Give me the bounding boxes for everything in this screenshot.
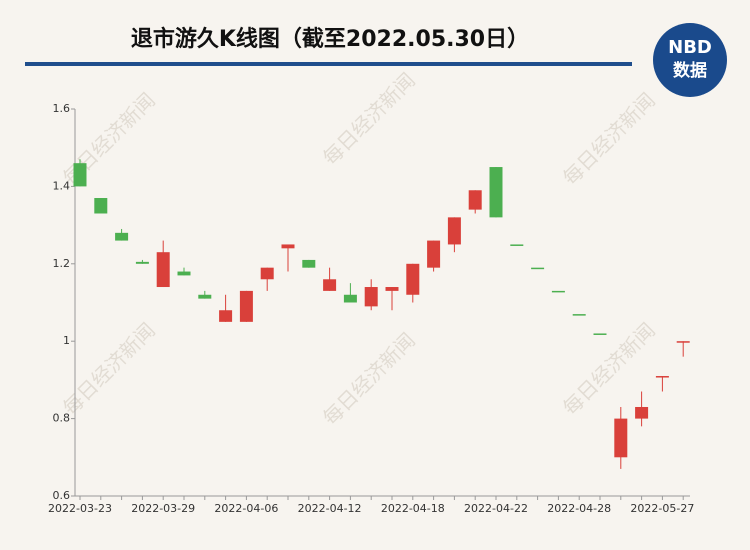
candle-body [323, 279, 337, 291]
candle-body [94, 198, 108, 214]
y-tick-label: 1 [63, 334, 70, 347]
candle-body [447, 217, 461, 245]
candle-body [614, 418, 628, 458]
logo-badge [653, 23, 727, 97]
watermark: 每日经济新闻 [558, 88, 660, 190]
watermark: 每日经济新闻 [58, 88, 160, 190]
candle-body [572, 314, 586, 316]
candle-body [364, 287, 378, 307]
candle-body [260, 267, 274, 280]
x-tick-label: 2022-04-12 [298, 502, 362, 515]
candle-body [239, 290, 253, 322]
candle-body [302, 259, 316, 268]
y-tick-label: 0.6 [53, 489, 71, 502]
candle-body [468, 190, 482, 210]
y-tick-label: 1.6 [53, 102, 71, 115]
candle-body [551, 290, 565, 293]
candle-body [281, 244, 295, 249]
watermark: 每日经济新闻 [318, 68, 420, 170]
candle-body [676, 341, 690, 343]
candle-body [593, 333, 607, 335]
candle-body [73, 163, 87, 187]
candle-body [156, 252, 170, 288]
x-tick-label: 2022-05-27 [630, 502, 694, 515]
y-tick-label: 1.2 [53, 257, 71, 270]
candle-body [219, 310, 233, 322]
x-tick-label: 2022-04-22 [464, 502, 528, 515]
y-tick-label: 0.8 [53, 412, 71, 425]
x-tick-label: 2022-03-23 [48, 502, 112, 515]
chart-title: 退市游久K线图（截至2022.05.30日） [131, 26, 529, 52]
y-tick-label: 1.4 [53, 179, 71, 192]
candle-body [427, 240, 441, 268]
candle-body [489, 167, 503, 218]
candle-body [510, 244, 524, 246]
candle-body [635, 406, 649, 419]
candle-body [177, 271, 191, 276]
watermarks: 每日经济新闻 每日经济新闻 每日经济新闻 每日经济新闻 每日经济新闻 每日经济新… [58, 68, 660, 430]
x-tick-label: 2022-03-29 [131, 502, 195, 515]
candle-body [198, 294, 212, 299]
candle-body [406, 263, 420, 295]
candle-body [115, 232, 129, 241]
candle-body [135, 261, 149, 264]
logo-text: NBD [668, 37, 712, 58]
watermark: 每日经济新闻 [58, 318, 160, 420]
logo-text: 数据 [673, 60, 707, 81]
candle-body [655, 376, 669, 378]
candle-body [343, 294, 357, 303]
x-tick-label: 2022-04-18 [381, 502, 445, 515]
watermark: 每日经济新闻 [558, 318, 660, 420]
candle-body [531, 267, 545, 270]
candle-body [385, 287, 399, 291]
x-tick-label: 2022-04-28 [547, 502, 611, 515]
x-tick-label: 2022-04-06 [214, 502, 278, 515]
watermark: 每日经济新闻 [318, 328, 420, 430]
